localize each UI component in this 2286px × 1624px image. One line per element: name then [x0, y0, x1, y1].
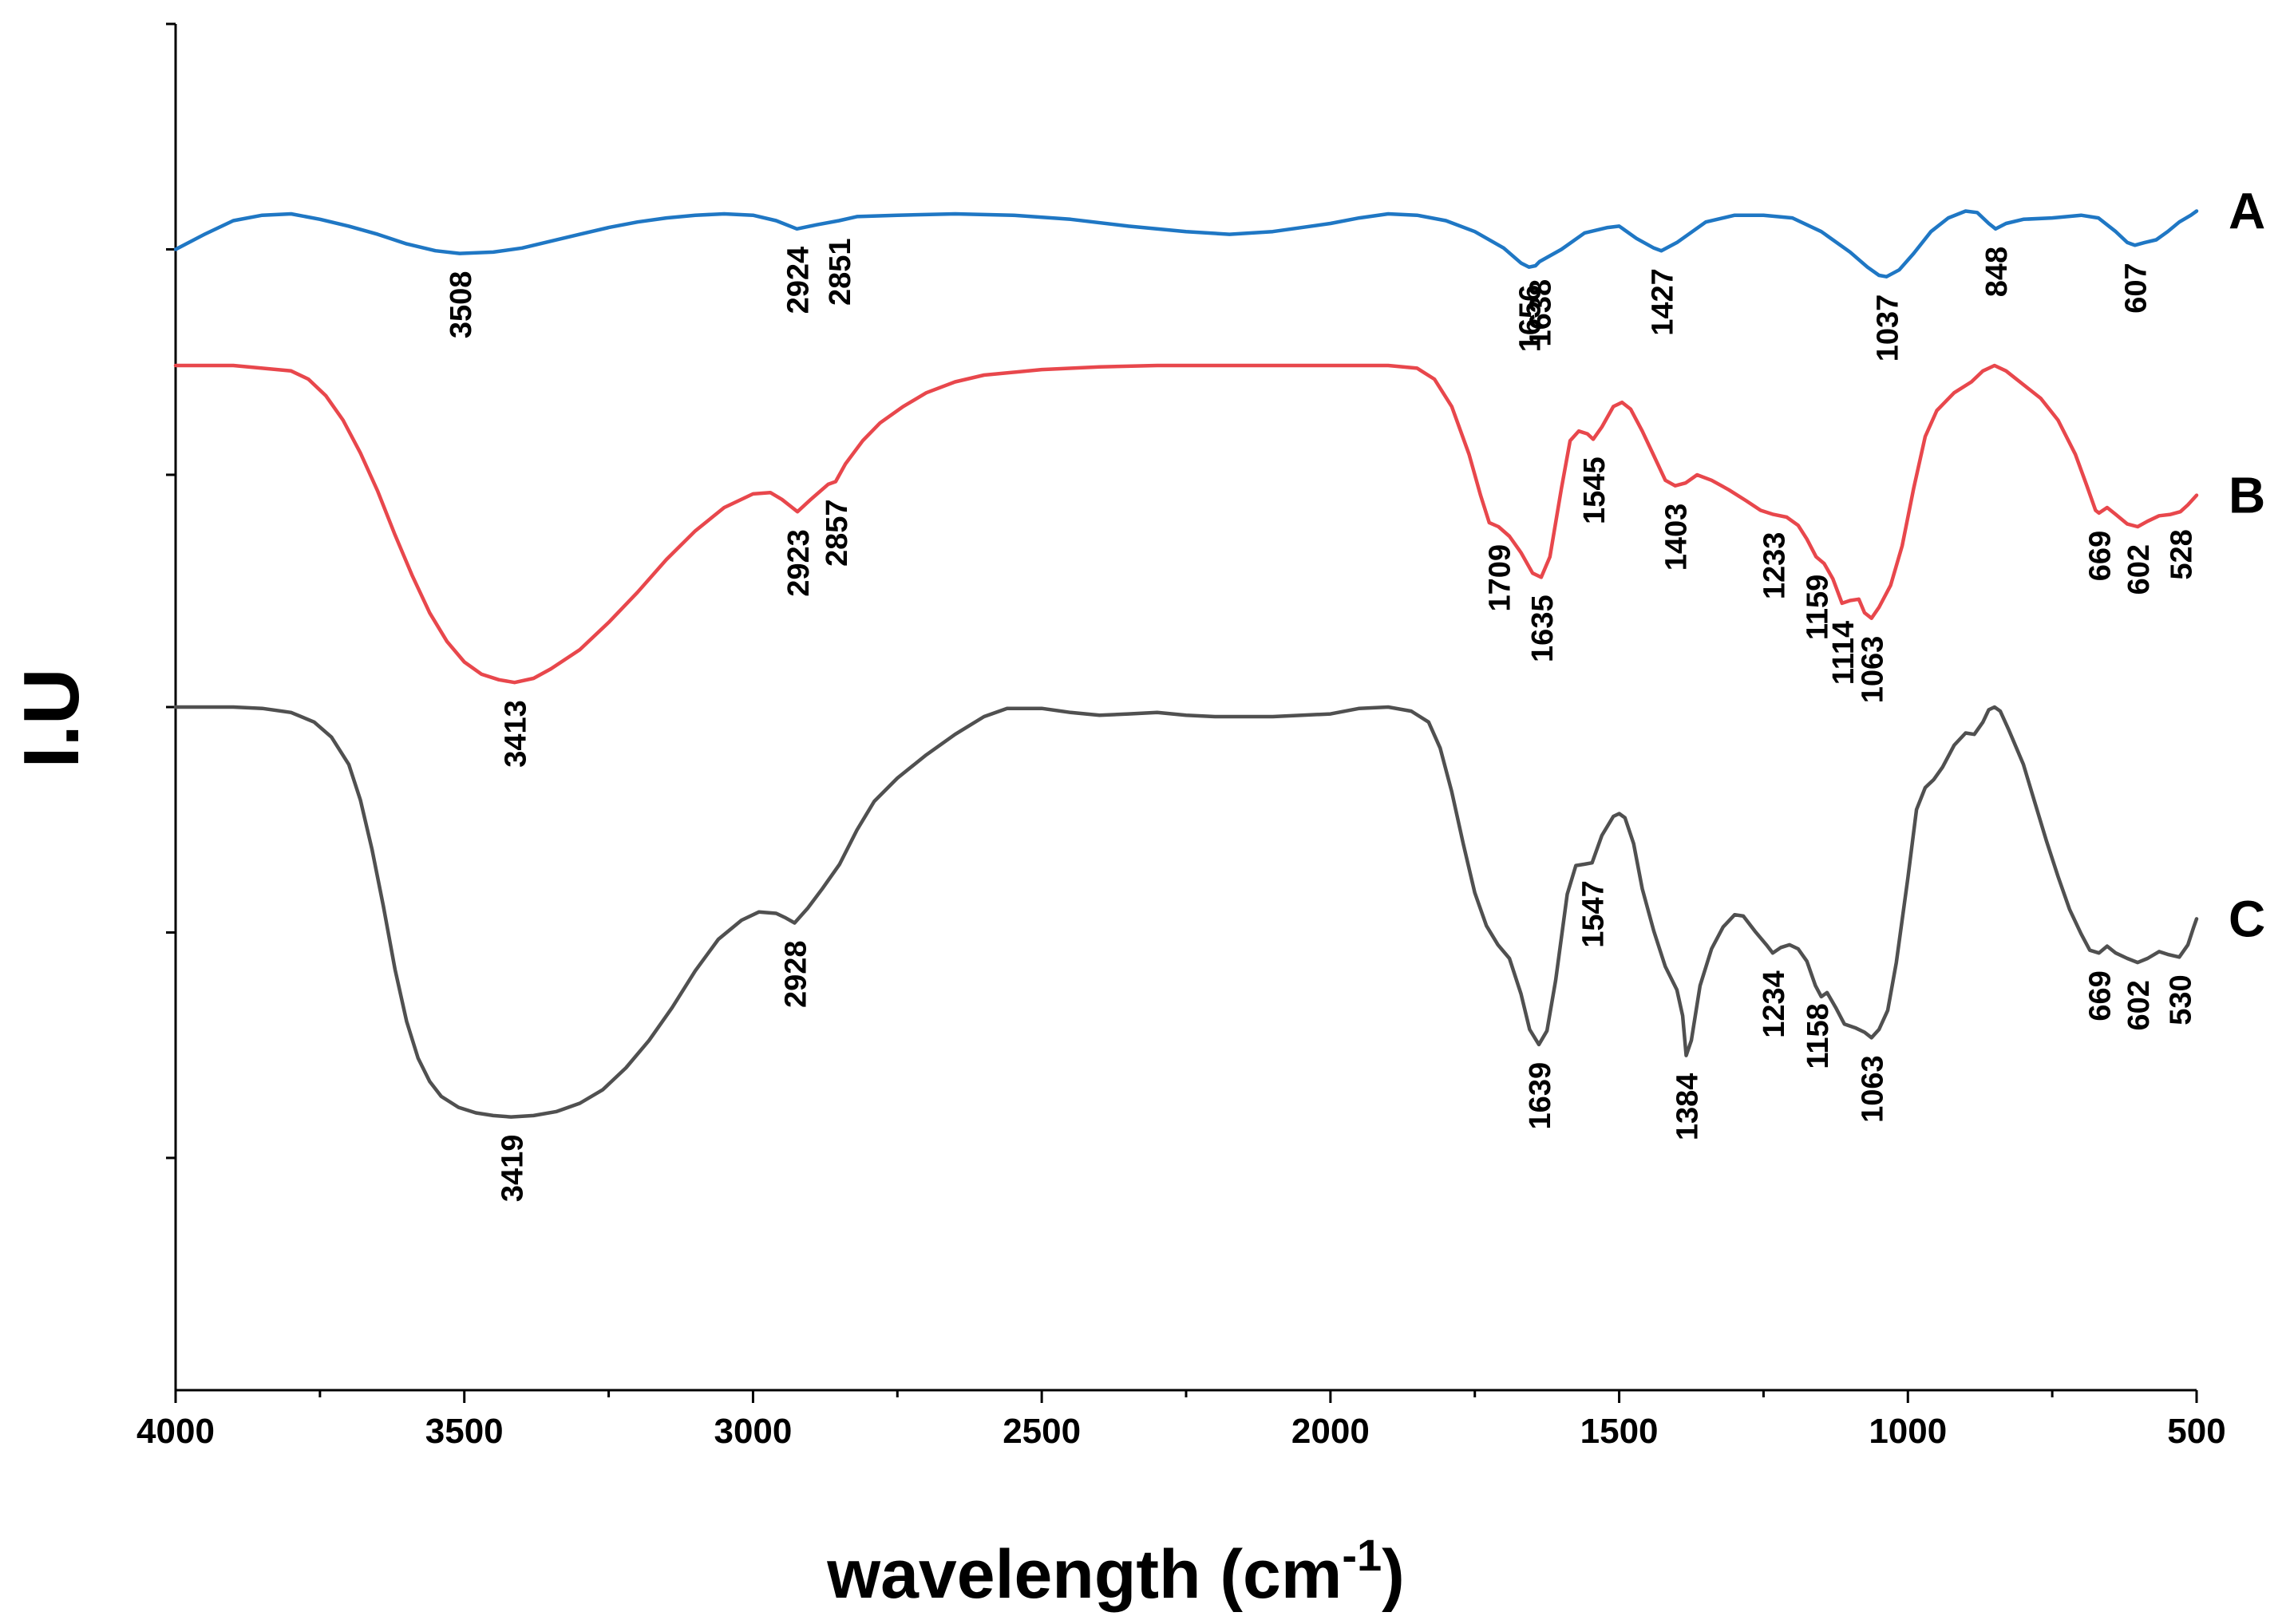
x-tick-label: 1500 [1580, 1412, 1659, 1451]
series-label-B: B [2229, 467, 2265, 524]
tick-marks [166, 22, 2198, 1403]
x-axis-title-superscript: -1 [1342, 1530, 1382, 1580]
axes [174, 24, 2197, 1392]
peak-label-B: 1545 [1578, 456, 1612, 524]
peak-label-A: 2851 [824, 239, 857, 306]
series-label-A: A [2229, 183, 2265, 240]
series-lines [173, 209, 2199, 1119]
peak-label-C: 2928 [780, 941, 813, 1009]
peak-label-A: 607 [2120, 263, 2154, 313]
peak-label-B: 1635 [1526, 595, 1560, 662]
peak-label-A: 1656 [1514, 285, 1548, 353]
x-tick-label: 4000 [136, 1412, 215, 1451]
peak-label-B: 528 [2165, 529, 2199, 579]
peak-label-C: 1063 [1857, 1055, 1890, 1123]
peak-label-B: 1709 [1483, 544, 1517, 612]
peak-label-B: 2923 [782, 529, 816, 597]
peak-label-B: 1233 [1758, 532, 1792, 600]
series-line-A [173, 209, 2199, 279]
peak-label-B: 2857 [821, 500, 854, 567]
peak-label-B: 1403 [1660, 504, 1694, 571]
peak-label-C: 1547 [1577, 880, 1611, 948]
peak-label-A: 848 [1980, 247, 2014, 297]
x-axis-title-main: wavelength (cm [826, 1536, 1342, 1613]
x-tick-label: 1000 [1869, 1412, 1947, 1451]
peak-label-C: 3419 [496, 1135, 529, 1203]
x-tick-label: 3000 [714, 1412, 792, 1451]
x-tick-label: 3500 [425, 1412, 504, 1451]
peak-label-C: 602 [2122, 980, 2156, 1030]
x-tick-labels: 4000 3500 3000 2500 2000 1500 1000 500 [136, 1412, 2226, 1451]
peak-label-C: 1158 [1802, 1003, 1835, 1069]
peak-label-A: 1037 [1872, 294, 1905, 362]
peak-label-C: 530 [2164, 974, 2197, 1025]
series-name-labels: A B C [2229, 183, 2265, 948]
peak-label-A: 2924 [781, 247, 815, 314]
series-line-B [173, 363, 2199, 685]
x-tick-label: 500 [2167, 1412, 2225, 1451]
peak-label-C: 669 [2084, 970, 2118, 1021]
y-axis-title: I.U [7, 668, 95, 768]
x-tick-label: 2500 [1003, 1412, 1081, 1451]
peak-label-B: 3413 [500, 700, 533, 768]
peak-label-B: 1159 [1801, 575, 1834, 640]
x-axis-title: wavelength (cm-1) [826, 1530, 1405, 1613]
peak-label-B: 602 [2122, 544, 2156, 595]
peak-label-C: 1234 [1758, 970, 1791, 1038]
x-tick-label: 2000 [1291, 1412, 1370, 1451]
peak-label-B: 1063 [1857, 636, 1890, 704]
peak-label-B: 669 [2084, 531, 2118, 581]
peak-label-A: 1427 [1646, 268, 1679, 336]
peak-label-A: 1638 [1525, 279, 1558, 347]
peak-label-B: 1114 [1827, 621, 1861, 685]
peak-label-C: 1639 [1524, 1062, 1557, 1130]
peak-label-C: 1384 [1671, 1073, 1705, 1141]
series-line-C [173, 705, 2199, 1119]
series-label-C: C [2229, 890, 2265, 947]
peak-label-A: 3508 [445, 271, 478, 339]
x-axis-title-close: ) [1382, 1536, 1405, 1613]
